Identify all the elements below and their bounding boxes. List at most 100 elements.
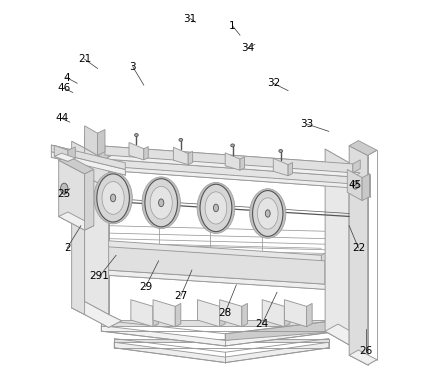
Ellipse shape	[231, 144, 234, 147]
Polygon shape	[85, 245, 325, 284]
Ellipse shape	[159, 199, 164, 206]
Ellipse shape	[257, 198, 278, 229]
Ellipse shape	[200, 184, 232, 232]
Polygon shape	[347, 169, 362, 201]
Polygon shape	[325, 324, 362, 345]
Polygon shape	[59, 160, 85, 230]
Polygon shape	[188, 151, 193, 165]
Ellipse shape	[353, 181, 358, 189]
Text: 3: 3	[129, 61, 136, 72]
Ellipse shape	[142, 177, 180, 229]
Ellipse shape	[97, 174, 129, 222]
Polygon shape	[72, 302, 121, 327]
Text: 27: 27	[174, 291, 187, 301]
Polygon shape	[325, 175, 349, 345]
Polygon shape	[85, 176, 109, 314]
Polygon shape	[198, 300, 220, 327]
Polygon shape	[349, 163, 362, 345]
Polygon shape	[105, 155, 360, 177]
Polygon shape	[54, 145, 68, 161]
Text: 44: 44	[55, 113, 68, 124]
Ellipse shape	[61, 183, 68, 194]
Polygon shape	[288, 162, 292, 176]
Polygon shape	[225, 153, 240, 170]
Text: 29: 29	[139, 282, 152, 292]
Polygon shape	[85, 269, 351, 289]
Polygon shape	[322, 241, 346, 276]
Polygon shape	[105, 146, 353, 173]
Text: 1: 1	[229, 21, 236, 31]
Polygon shape	[262, 300, 284, 327]
Polygon shape	[220, 300, 242, 327]
Polygon shape	[114, 339, 329, 342]
Polygon shape	[72, 141, 85, 314]
Text: 26: 26	[359, 346, 373, 357]
Polygon shape	[273, 158, 288, 176]
Text: 46: 46	[58, 83, 71, 93]
Polygon shape	[144, 147, 148, 160]
Polygon shape	[175, 303, 181, 327]
Polygon shape	[85, 135, 109, 161]
Ellipse shape	[197, 182, 235, 233]
Text: 4: 4	[63, 73, 70, 83]
Ellipse shape	[135, 134, 138, 137]
Polygon shape	[85, 126, 97, 155]
Polygon shape	[349, 141, 377, 155]
Polygon shape	[105, 159, 353, 184]
Text: 32: 32	[267, 78, 280, 88]
Text: 28: 28	[218, 307, 232, 318]
Polygon shape	[59, 212, 94, 230]
Ellipse shape	[279, 149, 283, 152]
Ellipse shape	[145, 179, 178, 227]
Polygon shape	[325, 149, 349, 189]
Ellipse shape	[205, 192, 227, 224]
Polygon shape	[97, 130, 105, 155]
Text: 291: 291	[89, 271, 109, 282]
Ellipse shape	[150, 186, 172, 219]
Polygon shape	[353, 160, 360, 173]
Text: 21: 21	[78, 54, 91, 64]
Polygon shape	[131, 300, 153, 327]
Polygon shape	[51, 145, 125, 169]
Polygon shape	[68, 147, 75, 161]
Ellipse shape	[179, 138, 183, 141]
Ellipse shape	[110, 194, 116, 202]
Text: 45: 45	[349, 180, 362, 190]
Polygon shape	[85, 148, 109, 189]
Polygon shape	[242, 303, 247, 327]
Polygon shape	[220, 303, 225, 327]
Polygon shape	[129, 142, 144, 160]
Text: 2: 2	[64, 243, 70, 253]
Polygon shape	[101, 326, 340, 346]
Polygon shape	[225, 320, 340, 340]
Polygon shape	[240, 157, 245, 170]
Polygon shape	[51, 152, 125, 175]
Polygon shape	[101, 320, 340, 326]
Ellipse shape	[102, 182, 124, 214]
Text: 31: 31	[183, 13, 197, 24]
Polygon shape	[59, 156, 94, 174]
Polygon shape	[94, 240, 322, 276]
Text: 22: 22	[352, 243, 365, 253]
Text: 25: 25	[58, 189, 71, 199]
Ellipse shape	[253, 191, 283, 236]
Text: 34: 34	[241, 43, 254, 53]
Ellipse shape	[94, 172, 132, 224]
Polygon shape	[349, 146, 368, 365]
Polygon shape	[284, 303, 290, 327]
Polygon shape	[85, 169, 94, 230]
Polygon shape	[153, 300, 175, 327]
Polygon shape	[153, 303, 159, 327]
Polygon shape	[284, 300, 307, 327]
Polygon shape	[349, 350, 377, 365]
Text: 33: 33	[300, 119, 313, 129]
Polygon shape	[173, 147, 188, 165]
Polygon shape	[114, 342, 329, 363]
Polygon shape	[105, 166, 360, 188]
Polygon shape	[362, 174, 369, 201]
Polygon shape	[307, 303, 312, 327]
Polygon shape	[54, 153, 75, 161]
Polygon shape	[325, 247, 351, 284]
Ellipse shape	[249, 189, 286, 238]
Ellipse shape	[265, 210, 270, 217]
